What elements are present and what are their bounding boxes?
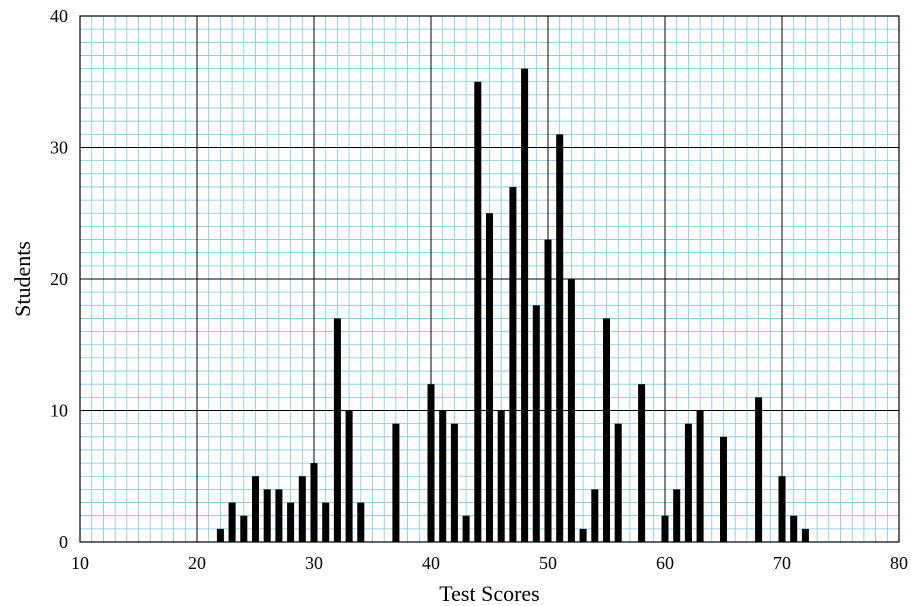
y-axis-title: Students xyxy=(10,241,35,317)
bar-score-49 xyxy=(532,305,540,542)
x-tick-label: 30 xyxy=(305,553,323,573)
bar-score-71 xyxy=(790,515,798,542)
bar-score-40 xyxy=(427,384,435,542)
y-axis-tick-labels: 0 10 20 30 40 xyxy=(50,6,68,552)
bar-score-60 xyxy=(661,515,669,542)
bar-score-22 xyxy=(216,528,224,542)
bar-score-55 xyxy=(602,318,611,542)
bar-score-32 xyxy=(333,318,341,542)
bars xyxy=(216,68,809,543)
plot-frame xyxy=(79,15,900,543)
y-tick-label: 30 xyxy=(50,138,68,158)
bar-score-56 xyxy=(614,423,622,542)
bar-score-26 xyxy=(263,489,271,542)
x-tick-label: 50 xyxy=(539,553,557,573)
bar-score-27 xyxy=(275,489,283,542)
bar-score-31 xyxy=(322,502,330,542)
x-tick-label: 20 xyxy=(188,553,206,573)
bar-score-47 xyxy=(509,186,517,542)
bar-score-46 xyxy=(497,410,505,542)
bar-score-37 xyxy=(392,423,400,542)
bar-score-63 xyxy=(696,410,704,542)
bar-score-29 xyxy=(298,476,306,542)
bar-score-70 xyxy=(778,476,786,542)
bar-score-53 xyxy=(579,528,587,542)
x-tick-label: 80 xyxy=(890,553,908,573)
x-axis-tick-labels: 10 20 30 40 50 60 70 80 xyxy=(71,553,908,573)
bar-score-68 xyxy=(755,397,763,542)
bar-score-61 xyxy=(673,489,681,542)
bar-score-65 xyxy=(719,436,728,542)
bar-score-52 xyxy=(567,279,575,542)
x-tick-label: 60 xyxy=(656,553,674,573)
x-axis-title: Test Scores xyxy=(439,581,540,606)
bar-score-44 xyxy=(474,81,482,542)
bar-score-62 xyxy=(684,423,692,542)
bar-score-23 xyxy=(228,502,236,542)
y-tick-label: 10 xyxy=(50,401,68,421)
x-tick-label: 70 xyxy=(773,553,791,573)
x-tick-label: 40 xyxy=(422,553,440,573)
x-tick-label: 10 xyxy=(71,553,89,573)
bar-score-42 xyxy=(450,423,458,542)
y-tick-label: 20 xyxy=(50,269,68,289)
bar-score-54 xyxy=(591,489,599,542)
bar-score-58 xyxy=(638,384,646,542)
bar-score-28 xyxy=(287,502,295,542)
bar-score-41 xyxy=(439,410,447,542)
bar-score-45 xyxy=(485,213,494,542)
bar-score-51 xyxy=(556,134,564,542)
y-tick-label: 40 xyxy=(50,6,68,26)
bar-score-34 xyxy=(357,502,365,542)
bar-score-50 xyxy=(544,239,552,543)
bar-score-30 xyxy=(310,463,318,542)
bar-score-48 xyxy=(521,68,529,542)
bar-score-24 xyxy=(240,515,248,542)
bar-score-33 xyxy=(345,410,353,542)
bar-score-43 xyxy=(462,515,470,542)
bar-score-25 xyxy=(251,476,260,542)
bar-score-72 xyxy=(801,528,809,542)
y-tick-label: 0 xyxy=(59,532,68,552)
